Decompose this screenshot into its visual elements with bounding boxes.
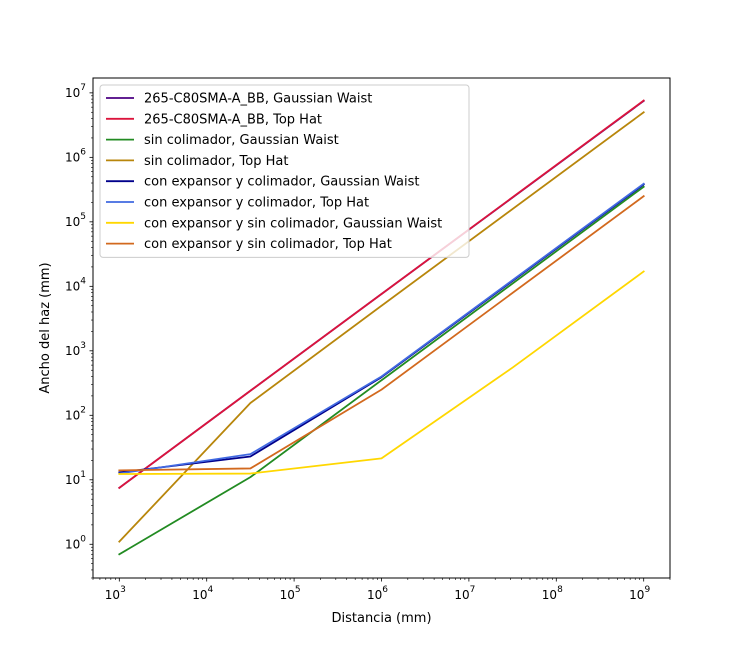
legend-entry: con expansor y colimador, Top Hat [106, 196, 369, 211]
legend: 265-C80SMA-A_BB, Gaussian Waist 265-C80SM… [99, 84, 470, 258]
y-tick-label: 103 [65, 341, 86, 358]
legend-entry: 265-C80SMA-A_BB, Top Hat [106, 112, 322, 127]
y-axis-label: Ancho del haz (mm) [38, 262, 53, 393]
y-tick-label: 105 [65, 212, 86, 229]
legend-entry: 265-C80SMA-A_BB, Gaussian Waist [106, 92, 372, 107]
legend-entry: con expansor y sin colimador, Top Hat [106, 237, 392, 252]
x-tick-label: 109 [629, 585, 650, 602]
legend-label: con expansor y sin colimador, Gaussian W… [144, 216, 442, 231]
legend-label: con expansor y colimador, Top Hat [144, 196, 369, 211]
y-tick-label: 106 [65, 147, 86, 164]
legend-entry: sin colimador, Gaussian Waist [106, 133, 339, 148]
legend-label: con expansor y sin colimador, Top Hat [144, 237, 392, 252]
legend-box [99, 84, 470, 258]
x-tick-label: 104 [192, 585, 213, 602]
x-tick-label: 103 [105, 585, 126, 602]
series-line-7 [118, 270, 645, 475]
y-tick-label: 101 [65, 470, 86, 487]
legend-label: con expansor y colimador, Gaussian Waist [144, 175, 419, 190]
legend-entry: sin colimador, Top Hat [106, 154, 288, 169]
y-tick-label: 102 [65, 405, 86, 422]
series-line-6 [118, 182, 645, 475]
legend-label: 265-C80SMA-A_BB, Gaussian Waist [144, 92, 372, 107]
plot-lines [118, 99, 645, 556]
y-tick-label: 104 [65, 276, 86, 293]
series-line-8 [118, 194, 645, 472]
legend-entry: con expansor y colimador, Gaussian Waist [106, 175, 419, 190]
x-tick-label: 107 [454, 585, 475, 602]
x-tick-label: 105 [280, 585, 301, 602]
legend-label: sin colimador, Top Hat [144, 154, 288, 169]
y-tick-label: 100 [65, 534, 86, 551]
x-tick-label: 108 [542, 585, 563, 602]
x-axis-label: Distancia (mm) [331, 611, 431, 626]
legend-label: 265-C80SMA-A_BB, Top Hat [144, 112, 322, 127]
series-line-4 [118, 111, 645, 543]
legend-label: sin colimador, Gaussian Waist [144, 133, 339, 148]
x-tick-label: 106 [367, 585, 388, 602]
legend-entry: con expansor y sin colimador, Gaussian W… [106, 216, 442, 231]
y-tick-label: 107 [65, 83, 86, 100]
series-line-2 [118, 99, 645, 490]
x-axis: 103 104 105 106 107 108 109 [92, 578, 671, 602]
y-axis: 100 101 102 103 104 105 106 107 [65, 83, 93, 579]
